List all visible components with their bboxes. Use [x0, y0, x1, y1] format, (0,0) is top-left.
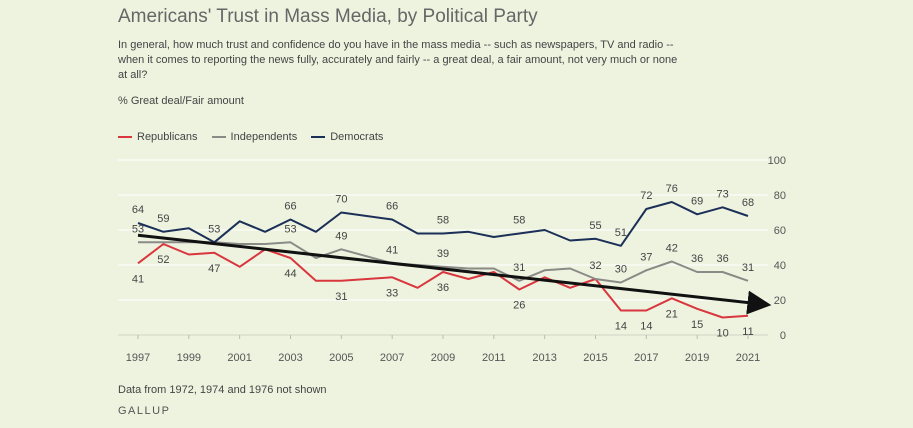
y-tick-label: 20 — [774, 295, 786, 307]
data-label-republicans: 41 — [132, 273, 144, 285]
legend: Republicans Independents Democrats — [118, 131, 383, 143]
x-tick-label: 2001 — [227, 352, 251, 364]
series-lines — [137, 201, 749, 319]
series-line-independents — [138, 241, 749, 284]
data-label-independents: 31 — [742, 262, 754, 274]
data-label-republicans: 14 — [615, 321, 627, 333]
data-label-democrats: 68 — [742, 197, 754, 209]
x-tick-label: 2013 — [532, 352, 556, 364]
data-label-independents: 42 — [666, 243, 678, 255]
chart-title: Americans' Trust in Mass Media, by Polit… — [118, 6, 538, 27]
data-label-democrats: 58 — [513, 215, 525, 227]
data-label-democrats: 76 — [666, 183, 678, 195]
data-label-republicans: 15 — [691, 319, 703, 331]
data-label-independents: 39 — [437, 248, 449, 260]
y-tick-label: 80 — [774, 190, 786, 202]
data-label-democrats: 66 — [284, 201, 296, 213]
data-label-republicans: 14 — [640, 321, 652, 333]
data-label-democrats: 69 — [691, 195, 703, 207]
legend-item-independents: Independents — [211, 131, 298, 143]
data-label-independents: 36 — [691, 253, 703, 265]
data-labels: 41 52 47 44 31 33 36 26 14 14 21 15 10 11 53 53 49 41 39 31… — [132, 183, 754, 340]
data-label-democrats: 64 — [132, 204, 144, 216]
data-label-republicans: 10 — [716, 328, 728, 340]
chart-subtitle: In general, how much trust and confidenc… — [118, 39, 678, 81]
x-tick-label: 2017 — [634, 352, 658, 364]
legend-item-republicans: Republicans — [118, 131, 198, 143]
data-label-democrats: 55 — [589, 220, 601, 232]
data-label-democrats: 51 — [615, 227, 627, 239]
x-tick-label: 2009 — [431, 352, 455, 364]
x-tick-label: 1999 — [177, 352, 201, 364]
data-label-republicans: 26 — [513, 300, 525, 312]
data-label-independents: 37 — [640, 251, 652, 263]
trend-arrow — [137, 233, 772, 315]
data-label-independents: 41 — [386, 244, 398, 256]
data-label-independents: 32 — [589, 260, 601, 272]
data-label-republicans: 33 — [386, 287, 398, 299]
series-line-democrats — [137, 201, 749, 247]
x-tick-label: 2021 — [736, 352, 760, 364]
data-label-democrats: 72 — [640, 190, 652, 202]
data-label-republicans: 31 — [335, 291, 347, 303]
data-label-independents: 53 — [132, 223, 144, 235]
data-label-republicans: 11 — [742, 326, 753, 338]
unit-label: % Great deal/Fair amount — [118, 95, 244, 107]
legend-item-democrats: Democrats — [311, 131, 383, 143]
trend-arrow-line — [137, 233, 772, 315]
axes: 0 20 40 60 80 100 1997 1999 2001 2003 2005 2007 2009… — [126, 155, 786, 364]
data-label-republicans: 21 — [666, 308, 678, 320]
y-tick-label: 100 — [768, 155, 786, 167]
legend-swatch-democrats — [311, 136, 326, 138]
x-tick-label: 2007 — [380, 352, 404, 364]
data-label-independents: 49 — [335, 230, 347, 242]
data-label-independents: 53 — [284, 223, 296, 235]
legend-label-democrats: Democrats — [330, 131, 384, 143]
legend-swatch-independents — [211, 136, 226, 138]
y-tick-label: 40 — [774, 260, 786, 272]
data-label-republicans: 47 — [208, 263, 220, 275]
data-label-democrats: 53 — [208, 223, 220, 235]
y-tick-label: 60 — [774, 225, 786, 237]
x-tick-label: 2005 — [329, 352, 353, 364]
data-label-independents: 36 — [716, 253, 728, 265]
data-label-democrats: 58 — [437, 215, 449, 227]
data-label-democrats: 66 — [386, 201, 398, 213]
legend-label-independents: Independents — [230, 131, 298, 143]
data-label-democrats: 70 — [335, 194, 347, 206]
legend-label-republicans: Republicans — [137, 131, 198, 143]
x-tick-label: 2015 — [583, 352, 607, 364]
data-label-republicans: 36 — [437, 282, 449, 294]
x-tick-label: 2019 — [685, 352, 709, 364]
y-tick-label: 0 — [780, 330, 786, 342]
data-label-democrats: 73 — [716, 188, 728, 200]
x-tick-label: 2011 — [482, 352, 506, 364]
legend-swatch-republicans — [118, 136, 132, 138]
data-label-republicans: 44 — [284, 268, 296, 280]
footnote: Data from 1972, 1974 and 1976 not shown — [118, 384, 327, 396]
series-line-republicans — [137, 243, 749, 319]
data-label-republicans: 52 — [157, 254, 169, 266]
data-label-democrats: 59 — [157, 213, 169, 225]
x-tick-label: 1997 — [126, 352, 150, 364]
source-label: GALLUP — [118, 405, 171, 417]
data-label-independents: 31 — [513, 262, 525, 274]
x-tick-label: 2003 — [278, 352, 302, 364]
data-label-independents: 30 — [615, 264, 627, 276]
